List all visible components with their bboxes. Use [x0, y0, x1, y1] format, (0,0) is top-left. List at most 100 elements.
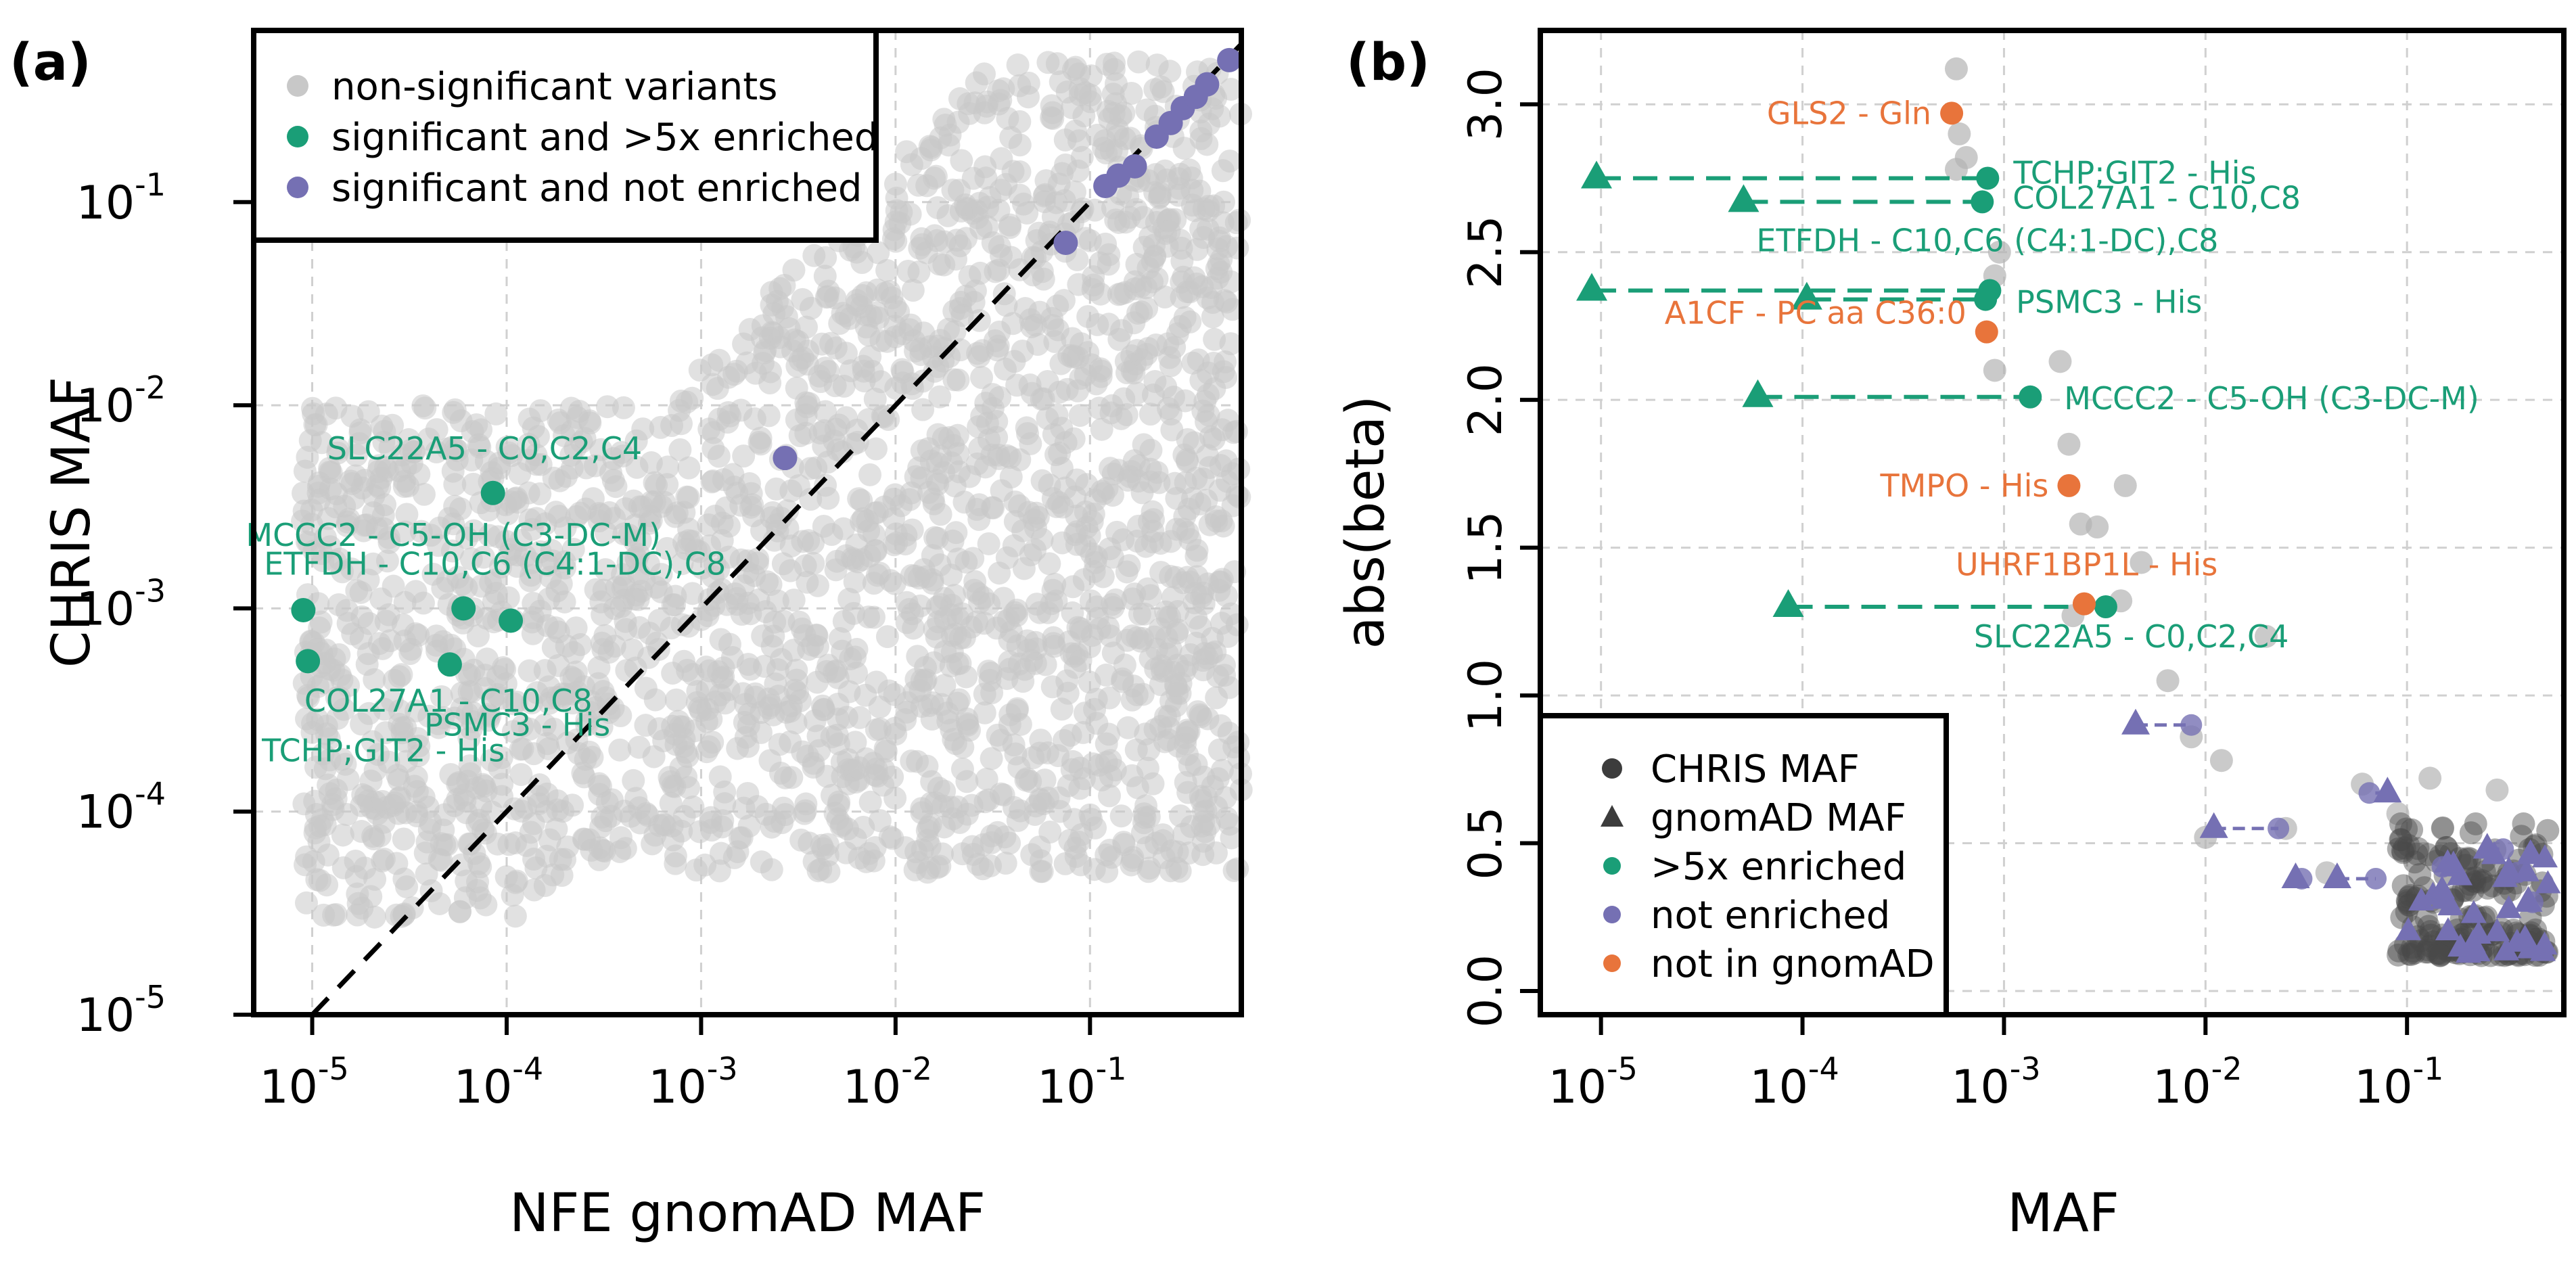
enriched-point-2: [451, 596, 476, 621]
nonsig-point: [566, 406, 589, 430]
nonsig-point: [757, 404, 781, 428]
nonsig-point: [503, 904, 527, 928]
nonsig-point: [518, 569, 542, 593]
nonsig-point: [361, 825, 385, 848]
nonsig-point: [484, 581, 508, 605]
panel-b-gnomad-missing-label-2: TMPO - His: [1879, 467, 2048, 504]
nonsig-point: [1172, 265, 1195, 289]
nonsig-point: [858, 345, 882, 369]
nonsig-point: [1172, 137, 1196, 160]
not-in-gnomad-point-2: [2057, 474, 2081, 497]
nonsig-point: [1057, 344, 1081, 367]
nonsig-point: [363, 758, 387, 782]
nonsig-point: [1159, 564, 1182, 588]
panel-a-xtick-label-1: 10-4: [454, 1051, 543, 1114]
nonsig-point: [688, 820, 712, 844]
panel-b-cluster-point: [2387, 939, 2411, 963]
panel-a-annotation-4: PSMC3 - His: [424, 707, 610, 743]
nonsig-point: [963, 279, 987, 303]
nonsig-point: [966, 342, 990, 365]
nonsig-point: [933, 674, 957, 697]
nonsig-point: [775, 305, 798, 329]
nonsig-point: [457, 832, 481, 856]
nonsig-point: [802, 551, 825, 575]
nonsig-point: [1061, 575, 1085, 599]
nonsig-point: [942, 299, 966, 323]
nonsig-point: [963, 570, 987, 593]
nonsig-point: [324, 902, 348, 926]
nonsig-point: [994, 294, 1018, 317]
nonsig-point: [1103, 758, 1127, 782]
nonsig-point: [1024, 313, 1047, 337]
panel-b-xtick-label-1: 10-4: [1749, 1051, 1839, 1114]
nonsig-point: [432, 706, 455, 729]
cluster-triangle: [2431, 885, 2457, 909]
nonsig-point: [826, 438, 850, 462]
legend-b-label-gnomad: gnomAD MAF: [1651, 796, 1906, 840]
panel-b-plot-frame: [1538, 28, 2567, 1017]
nonsig-point: [318, 460, 342, 484]
nonsig-point: [1068, 404, 1092, 428]
nonsig-point: [975, 94, 998, 118]
cluster-triangle: [2464, 938, 2491, 961]
panel-b-cluster-point: [2418, 920, 2442, 944]
panel-a-y-ticks: 10-510-410-310-210-1: [76, 166, 254, 1042]
enriched-point-5: [437, 652, 462, 677]
nonsig-point: [1157, 208, 1180, 232]
nonsig-point: [1145, 461, 1169, 484]
nonsig-point: [460, 448, 484, 472]
nonsig-point: [499, 490, 523, 514]
nonsig-point: [472, 545, 495, 569]
panel-b-gnomad-missing-label-3: UHRF1BP1L - His: [1956, 547, 2217, 583]
nonsig-point: [1002, 534, 1026, 557]
nonsig-point: [950, 757, 974, 781]
nonsig-point: [882, 487, 906, 511]
nonsig-point: [1029, 789, 1053, 812]
nonsig-point: [388, 665, 411, 689]
nonsig-point: [894, 524, 918, 547]
nonsig-point: [1027, 221, 1051, 245]
nonsig-point: [925, 856, 949, 879]
nonsig-point: [1212, 514, 1235, 538]
nonsig-point: [1215, 290, 1239, 314]
nonsig-point: [620, 638, 644, 662]
nonsig-point: [908, 236, 932, 260]
nonsig-point: [728, 826, 752, 850]
enriched-triangle-3: [1791, 281, 1822, 310]
nonsig-point: [934, 640, 957, 664]
nonsig-point: [994, 357, 1017, 381]
nonsig-point: [392, 827, 415, 851]
nonsig-point: [957, 92, 980, 116]
panel-b-ytick-label-2: 1.0: [1459, 659, 1513, 732]
nonsig-point: [877, 280, 901, 304]
enriched-circle-4: [2019, 385, 2042, 409]
panel-b-bg-point-11: [2086, 515, 2109, 539]
cluster-triangle: [2395, 917, 2422, 940]
nonsig-point: [1152, 846, 1176, 869]
enriched-point-4: [296, 649, 321, 674]
nonsig-point: [459, 717, 483, 741]
nonsig-point: [1192, 810, 1216, 833]
panel-b-cluster-point: [2512, 812, 2535, 835]
panel-b-cluster-point: [2400, 936, 2424, 959]
panel-b-y-label: abs(beta): [1335, 396, 1396, 649]
nonsig-point: [1138, 584, 1162, 607]
nonsig-point: [542, 466, 566, 490]
nonsig-point: [1084, 687, 1108, 711]
nonsig-point: [332, 697, 356, 721]
not-enriched-point-4: [1122, 154, 1147, 179]
nonsig-point: [590, 631, 614, 655]
panel-b-cluster-point: [2479, 944, 2502, 967]
nonsig-point: [782, 589, 806, 612]
nonsig-point: [660, 616, 683, 640]
nonsig-point: [1164, 673, 1187, 697]
nonsig-point: [643, 823, 667, 847]
nonsig-point: [1097, 722, 1121, 746]
panel-a-legend-box: [251, 28, 879, 243]
nonsig-point: [1135, 296, 1159, 320]
legend-a-swatch-grey: [287, 75, 308, 97]
legend-b-swatch-gnomad: [1601, 805, 1624, 827]
panel-b-cluster-point: [2416, 938, 2439, 962]
cluster-triangle: [2517, 839, 2544, 862]
